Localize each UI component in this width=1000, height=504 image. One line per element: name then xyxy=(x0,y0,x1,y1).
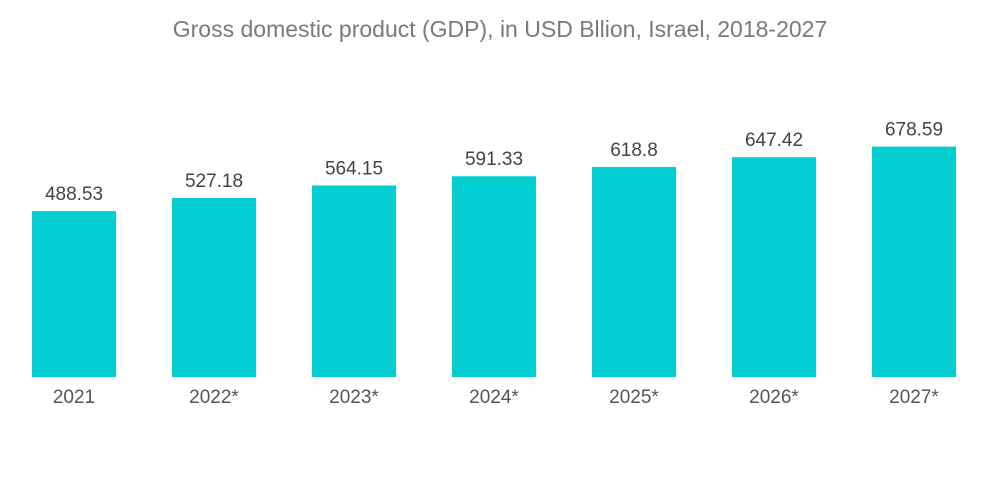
data-label: 488.53 xyxy=(45,184,103,205)
x-tick-label: 2025* xyxy=(609,387,659,408)
data-label: 618.8 xyxy=(610,140,658,161)
x-tick-label: 2024* xyxy=(469,387,519,408)
data-label: 564.15 xyxy=(325,158,383,179)
x-tick-label: 2022* xyxy=(189,387,239,408)
bar-2023* xyxy=(312,185,396,377)
bar-2022* xyxy=(172,198,256,377)
bar-2021 xyxy=(32,211,116,377)
x-tick-label: 2021 xyxy=(53,387,95,408)
data-label: 591.33 xyxy=(465,149,523,170)
bar-2027* xyxy=(872,146,956,377)
data-label: 678.59 xyxy=(885,120,943,141)
x-tick-label: 2023* xyxy=(329,387,379,408)
data-label: 647.42 xyxy=(745,130,803,151)
x-tick-label: 2026* xyxy=(749,387,799,408)
bar-2024* xyxy=(452,176,536,377)
bar-2026* xyxy=(732,157,816,377)
bar-2025* xyxy=(592,166,676,377)
data-label: 527.18 xyxy=(185,171,243,192)
chart-title: Gross domestic product (GDP), in USD Bll… xyxy=(172,16,828,42)
x-tick-label: 2027* xyxy=(889,387,939,408)
